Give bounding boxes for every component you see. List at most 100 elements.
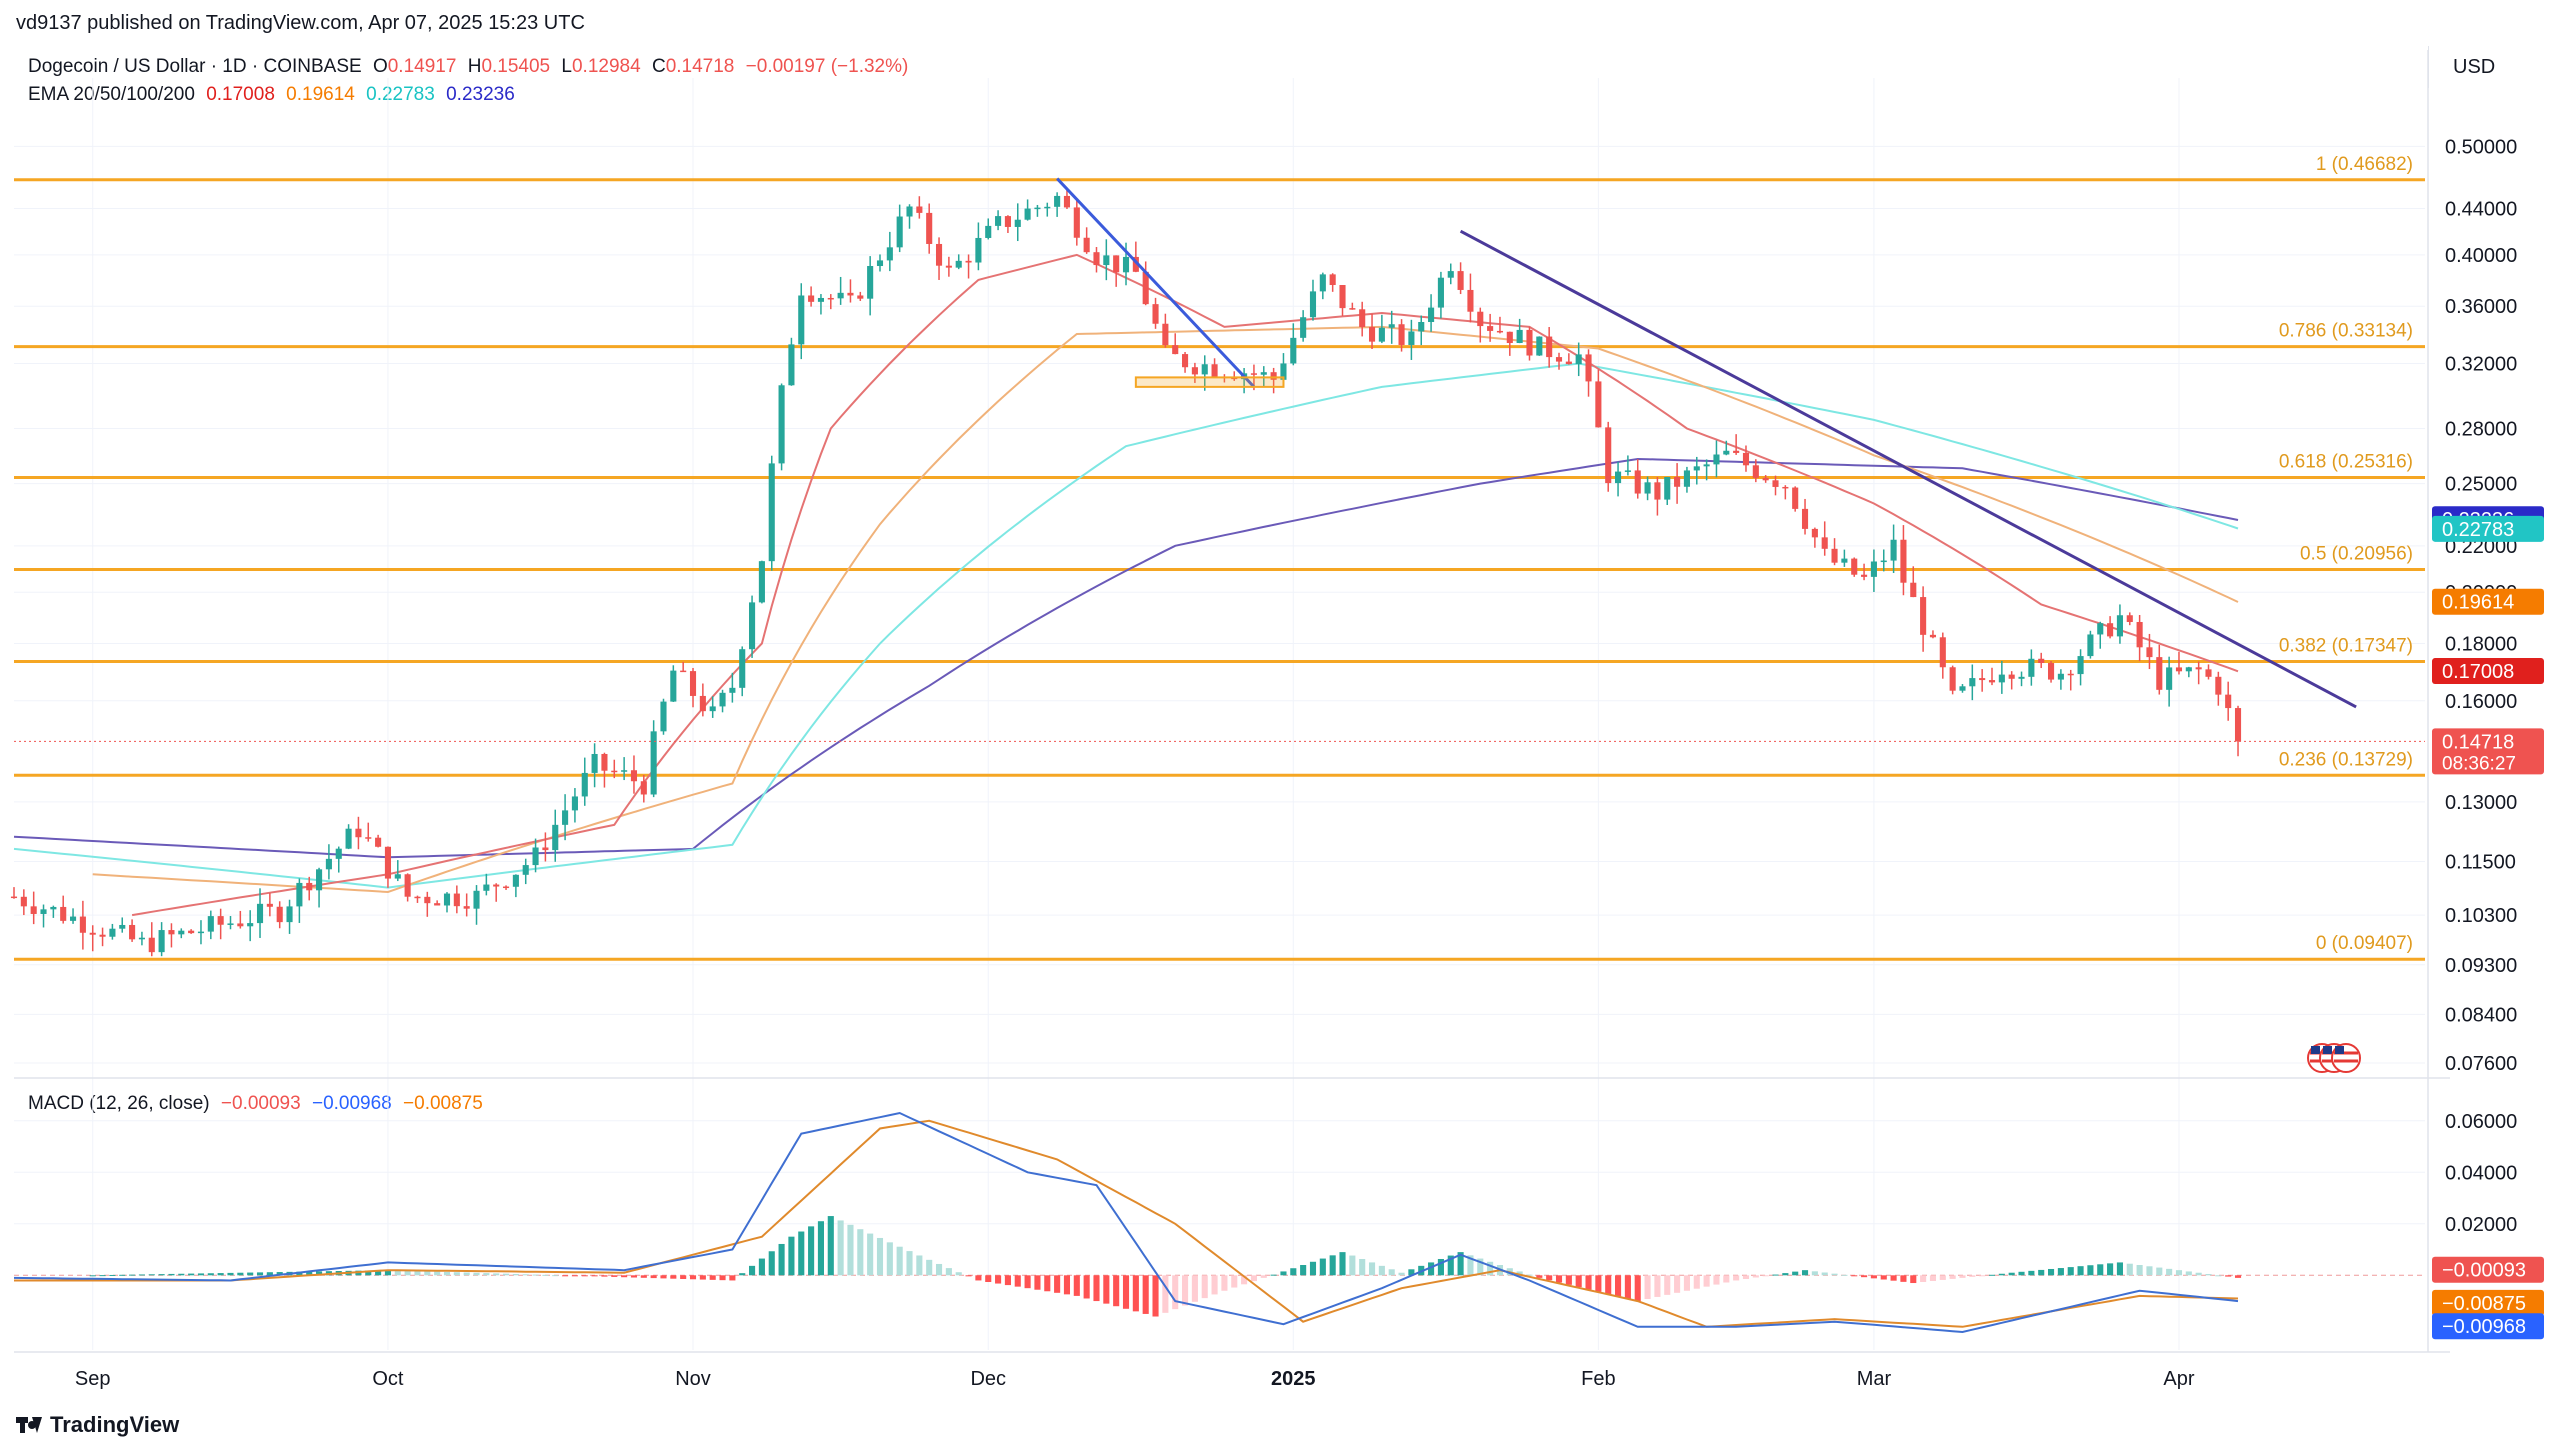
footer-brand-text: TradingView xyxy=(50,1412,180,1437)
candle-body xyxy=(1733,450,1740,453)
macd-legend[interactable]: MACD (12, 26, close) −0.00093 −0.00968 −… xyxy=(28,1093,489,1115)
macd-histogram-bar xyxy=(719,1275,726,1281)
candle xyxy=(463,893,470,917)
candle xyxy=(1624,455,1631,476)
candle-body xyxy=(2018,676,2025,679)
candle-body xyxy=(827,297,834,300)
macd-histogram-bar xyxy=(1742,1275,1750,1279)
candle-body xyxy=(1801,508,1809,529)
macd-histogram-bar xyxy=(1359,1258,1366,1276)
candle-body xyxy=(1683,470,1690,487)
macd-badge-label: −0.00093 xyxy=(2442,1260,2526,1282)
candle-body xyxy=(1575,354,1582,365)
time-tick-label: Dec xyxy=(970,1368,1006,1390)
candle xyxy=(1615,461,1622,497)
candle-body xyxy=(1250,373,1257,375)
candle xyxy=(827,294,834,310)
candle-body xyxy=(20,896,27,907)
candle-body xyxy=(266,903,273,907)
candle-body xyxy=(256,903,264,924)
macd-histogram-bar xyxy=(119,1274,126,1276)
macd-badge xyxy=(2432,1313,2544,1340)
price-tick-label: 0.50000 xyxy=(2445,136,2517,158)
macd-tick-label: 0.06000 xyxy=(2445,1111,2517,1133)
macd-histogram-bar xyxy=(650,1275,657,1279)
candle-body xyxy=(512,874,519,887)
macd-histogram-bar xyxy=(1270,1274,1277,1276)
tradingview-brand[interactable]: TradingView xyxy=(16,1412,179,1438)
candle-body xyxy=(1693,466,1700,471)
candle xyxy=(316,867,323,908)
macd-histogram-bar xyxy=(611,1275,618,1277)
macd-histogram-bar xyxy=(148,1274,155,1276)
candle-body xyxy=(1536,336,1543,356)
candle-body xyxy=(434,903,441,906)
candles xyxy=(10,187,2242,957)
candle xyxy=(1201,355,1208,391)
candle xyxy=(1595,369,1602,428)
candle xyxy=(916,196,923,219)
candle xyxy=(443,892,451,913)
candle xyxy=(1742,445,1750,472)
candle-body xyxy=(1004,216,1011,227)
candle-body xyxy=(345,828,352,849)
macd-histogram-bar xyxy=(1152,1275,1159,1317)
candle-body xyxy=(188,930,195,934)
macd-histogram-bar xyxy=(2195,1272,2202,1276)
candle-body xyxy=(2038,658,2045,664)
publisher-line: vd9137 published on TradingView.com, Apr… xyxy=(16,12,585,34)
candle-body xyxy=(1861,574,1868,577)
candle xyxy=(1329,273,1336,292)
price-tick-label: 0.08400 xyxy=(2445,1004,2517,1026)
candle xyxy=(2047,661,2055,683)
candle-body xyxy=(1073,207,1080,238)
candle-body xyxy=(247,923,254,927)
candle-body xyxy=(178,930,185,935)
ema-legend[interactable]: EMA 20/50/100/200 0.17008 0.19614 0.2278… xyxy=(28,84,521,106)
macd-histogram-bar xyxy=(188,1273,195,1276)
candle-body xyxy=(1585,354,1592,382)
macd-histogram-bar xyxy=(2028,1270,2035,1276)
candle-body xyxy=(1132,256,1139,272)
candle xyxy=(1811,527,1818,548)
macd-histogram-bar xyxy=(1044,1275,1051,1292)
candle xyxy=(1506,331,1513,356)
chart-canvas[interactable]: 1 (0.46682) 0.786 (0.33134) 0.618 (0.25316… xyxy=(0,0,2560,1400)
candle-body xyxy=(867,266,874,299)
candle xyxy=(483,873,490,896)
close-label: C xyxy=(651,56,666,77)
price-badge-label: 0.14718 xyxy=(2442,731,2514,753)
candle xyxy=(20,889,27,916)
macd-histogram-bar xyxy=(2126,1263,2133,1276)
candle xyxy=(1752,459,1759,483)
macd-histogram-bar xyxy=(512,1273,519,1276)
ema200-line xyxy=(13,457,2239,859)
macd-histogram-bar xyxy=(1536,1275,1543,1278)
macd-histogram-bar xyxy=(1998,1273,2005,1276)
candle xyxy=(1575,342,1582,377)
candle-body xyxy=(1428,307,1435,322)
candle-body xyxy=(650,731,657,795)
candle-body xyxy=(40,909,47,914)
candle-body xyxy=(1211,364,1218,377)
macd-histogram-bar xyxy=(1034,1275,1041,1290)
macd-histogram-bar xyxy=(1546,1275,1553,1281)
macd-histogram-bar xyxy=(1624,1275,1631,1299)
macd-histogram-bar xyxy=(129,1274,136,1276)
candle xyxy=(1683,466,1690,493)
candle xyxy=(1152,297,1159,329)
candle-body xyxy=(1191,367,1198,375)
macd-histogram-bar xyxy=(1693,1275,1700,1289)
macd-histogram-bar xyxy=(2107,1263,2114,1276)
candle-body xyxy=(1664,476,1671,500)
symbol-name[interactable]: Dogecoin / US Dollar · 1D · COINBASE xyxy=(28,56,362,77)
candle xyxy=(1378,314,1385,344)
macd-histogram-bar xyxy=(1211,1275,1218,1295)
time-tick-label: Oct xyxy=(372,1368,404,1390)
candle-body xyxy=(1044,206,1051,209)
candle-body xyxy=(562,810,569,825)
macd-histogram-bar xyxy=(778,1243,785,1276)
candle xyxy=(1428,294,1435,332)
candle-body xyxy=(817,297,824,302)
candle-body xyxy=(1398,324,1405,345)
